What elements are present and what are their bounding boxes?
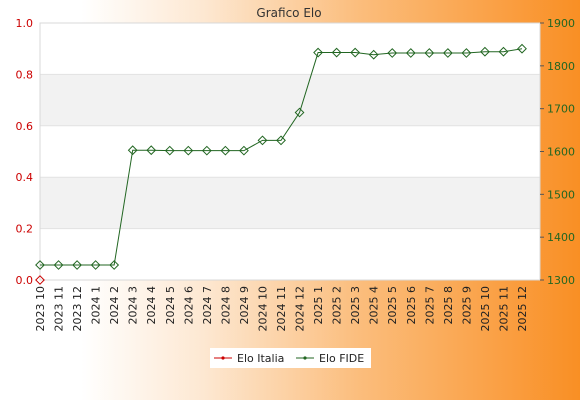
data-point-elo-fide: [164, 145, 175, 156]
x-tick-label: 2023 11: [53, 286, 66, 332]
data-point-elo-fide: [127, 145, 138, 156]
data-point-elo-fide: [442, 48, 453, 58]
data-point-elo-fide: [35, 260, 45, 270]
legend-item-elo-italia: Elo Italia: [214, 352, 284, 365]
x-tick-label: 2024 12: [294, 286, 307, 332]
plot-area: [39, 22, 541, 281]
right-tick-label: 1400: [547, 231, 575, 244]
right-tick-label: 1800: [547, 60, 575, 73]
x-tick-label: 2024 10: [256, 286, 269, 332]
data-point-elo-italia: [35, 275, 45, 285]
x-tick-label: 2025 6: [405, 286, 418, 325]
data-point-elo-fide: [90, 260, 101, 270]
left-tick-label: 0.4: [16, 171, 34, 184]
left-tick-label: 1.0: [16, 17, 34, 30]
data-point-elo-fide: [239, 145, 249, 156]
data-point-elo-fide: [480, 46, 490, 57]
x-tick-label: 2023 12: [71, 286, 84, 332]
left-tick-label: 0.6: [16, 120, 34, 133]
left-tick-label: 0.8: [16, 68, 34, 81]
x-tick-label: 2024 5: [164, 286, 177, 325]
left-tick-label: 0.2: [16, 223, 34, 236]
data-point-elo-fide: [461, 48, 472, 58]
data-point-elo-fide: [109, 260, 120, 270]
x-tick-label: 2025 11: [497, 286, 510, 332]
data-point-elo-fide: [201, 145, 212, 156]
x-tick-label: 2024 7: [201, 286, 214, 325]
data-point-elo-fide: [331, 47, 342, 58]
series-line-elo-fide: [40, 48, 523, 266]
data-point-elo-fide: [294, 107, 305, 118]
x-tick-label: 2024 11: [275, 286, 288, 332]
legend: Elo Italia Elo FIDE: [210, 348, 371, 368]
x-tick-label: 2024 8: [219, 286, 232, 325]
right-tick-label: 1600: [547, 146, 575, 159]
data-point-elo-fide: [146, 145, 157, 156]
x-tick-label: 2024 9: [238, 286, 251, 325]
data-point-elo-fide: [276, 135, 286, 146]
data-point-elo-fide: [257, 135, 268, 146]
left-tick-label: 0.0: [16, 274, 34, 287]
data-point-elo-fide: [405, 48, 416, 58]
legend-label-elo-fide: Elo FIDE: [319, 352, 364, 365]
x-tick-label: 2025 3: [349, 286, 362, 325]
right-y-axis: 1300 1400 1500 1600 1700 1800 1900: [540, 17, 575, 287]
data-point-elo-fide: [220, 145, 231, 156]
chart-title: Grafico Elo: [256, 6, 321, 20]
data-point-elo-fide: [498, 46, 509, 57]
grid-band: [40, 177, 540, 229]
x-tick-label: 2025 10: [479, 286, 492, 332]
legend-item-elo-fide: Elo FIDE: [296, 352, 364, 365]
data-point-elo-fide: [72, 260, 82, 270]
data-point-elo-fide: [313, 47, 323, 58]
x-tick-label: 2025 9: [460, 286, 473, 325]
data-point-elo-fide: [350, 47, 361, 58]
x-tick-label: 2025 1: [312, 286, 325, 325]
x-tick-label: 2025 7: [423, 286, 436, 325]
data-point-elo-fide: [368, 49, 379, 60]
x-tick-label: 2024 4: [145, 286, 158, 325]
x-tick-label: 2024 6: [182, 286, 195, 325]
x-tick-label: 2025 12: [516, 286, 529, 332]
plot-background: [40, 23, 540, 280]
x-tick-label: 2024 1: [90, 286, 103, 325]
right-tick-label: 1300: [547, 274, 575, 287]
x-axis: 2023 10 2023 11 2023 12 2024 1 2024 2 2024 3 2…: [34, 286, 529, 332]
right-tick-label: 1900: [547, 17, 575, 30]
x-tick-label: 2025 5: [386, 286, 399, 325]
left-y-axis: 0.0 0.2 0.4 0.6 0.8 1.0: [16, 17, 34, 287]
x-tick-label: 2023 10: [34, 286, 47, 332]
x-tick-label: 2025 2: [331, 286, 344, 325]
legend-marker-elo-fide: [303, 356, 307, 360]
right-tick-label: 1700: [547, 103, 575, 116]
x-tick-label: 2024 2: [108, 286, 121, 325]
x-tick-label: 2025 8: [442, 286, 455, 325]
x-tick-label: 2025 4: [368, 286, 381, 325]
series-layer: [35, 43, 527, 285]
legend-label-elo-italia: Elo Italia: [237, 352, 284, 365]
legend-marker-elo-italia: [221, 356, 225, 360]
data-point-elo-fide: [53, 260, 64, 270]
data-point-elo-fide: [183, 145, 194, 156]
right-tick-label: 1500: [547, 188, 575, 201]
data-point-elo-fide: [424, 48, 435, 58]
data-point-elo-fide: [387, 48, 398, 58]
data-point-elo-fide: [517, 43, 527, 54]
grid-band: [40, 74, 540, 126]
legend-box: [210, 348, 371, 368]
x-tick-label: 2024 3: [127, 286, 140, 325]
